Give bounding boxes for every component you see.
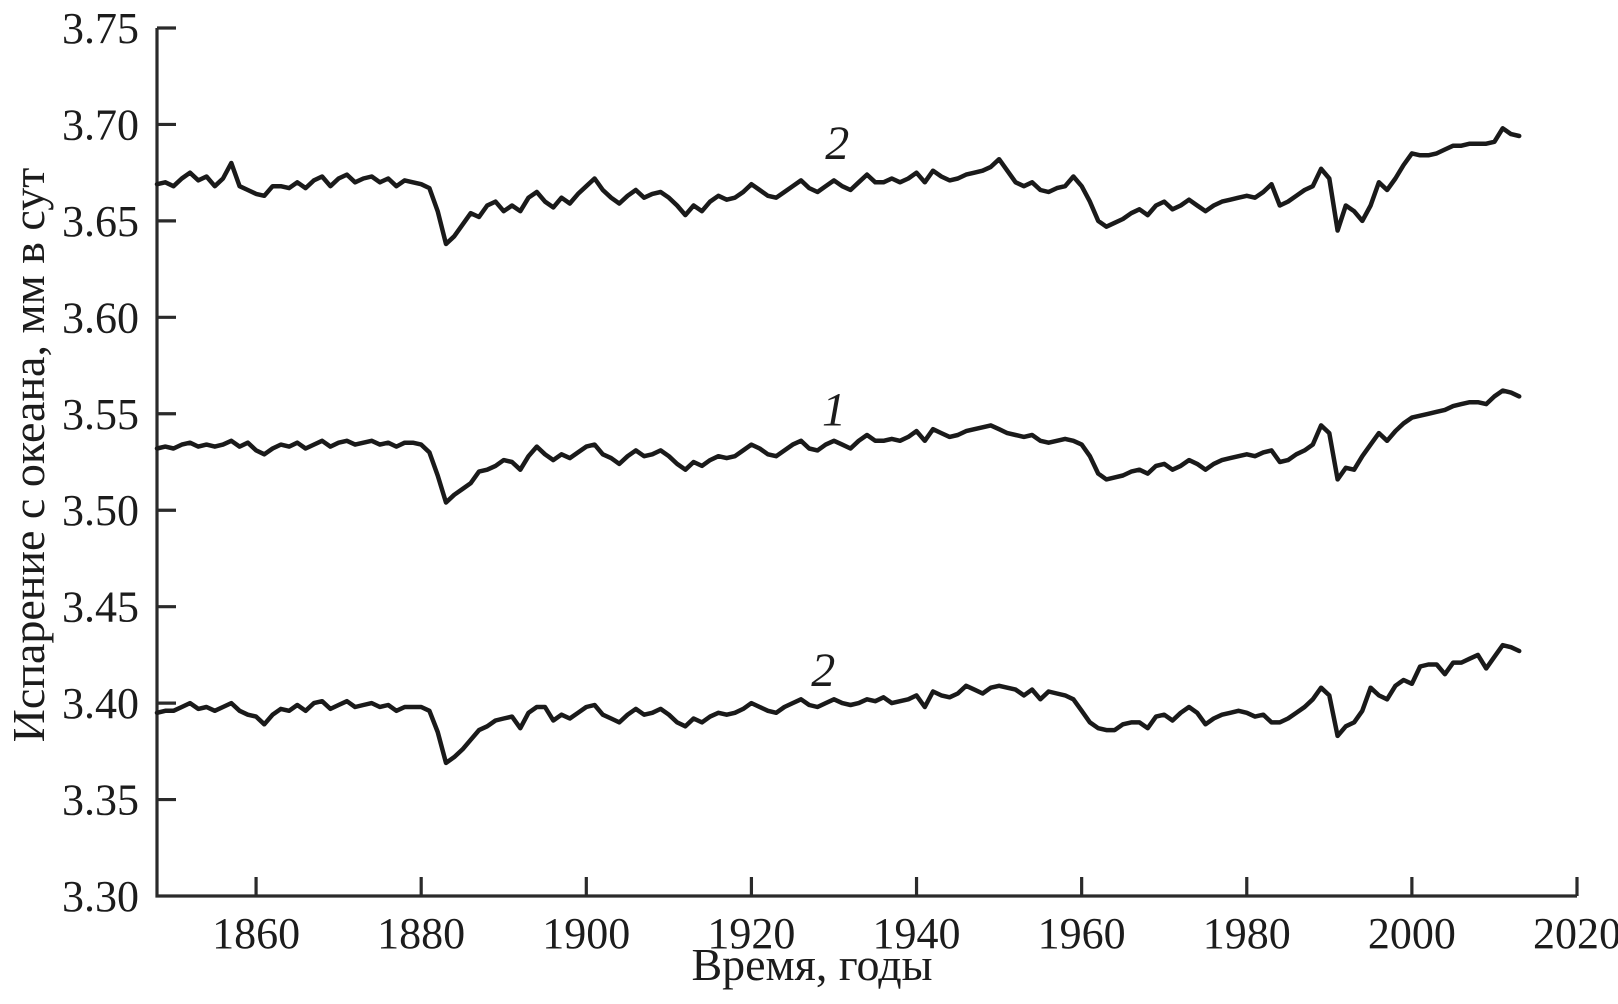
series-label: 2 xyxy=(811,644,835,697)
y-tick-label: 3.55 xyxy=(62,390,139,439)
axes-layer: 3.30 3.35 3.40 3.45 3.50 3.55 3.60 3.65 3.70 3.75… xyxy=(62,4,1618,958)
x-tick-label: 1860 xyxy=(212,909,300,958)
series-line-curve-2-lower xyxy=(154,642,1522,766)
x-tick-label: 1900 xyxy=(542,909,630,958)
series-layer xyxy=(154,126,1522,766)
x-tick-label: 1940 xyxy=(873,909,961,958)
x-tick-label: 1880 xyxy=(377,909,465,958)
y-axis-title: Испарение с океана, мм в сут xyxy=(3,168,54,743)
series-line-curve-2-upper xyxy=(154,126,1522,247)
y-tick-label: 3.40 xyxy=(62,679,139,728)
x-tick-label: 2020 xyxy=(1533,909,1618,958)
axis-spine xyxy=(155,28,1577,898)
x-axis-title: Время, годы xyxy=(691,939,932,990)
y-tick-label: 3.50 xyxy=(62,486,139,535)
y-tick-label: 3.75 xyxy=(62,4,139,53)
y-tick-label: 3.30 xyxy=(62,872,139,921)
x-tick-label: 1960 xyxy=(1038,909,1126,958)
y-tick-label: 3.70 xyxy=(62,100,139,149)
x-tick-label: 1980 xyxy=(1203,909,1291,958)
y-tick-label: 3.65 xyxy=(62,197,139,246)
series-line-curve-1-middle xyxy=(154,388,1522,505)
x-tick-label: 1920 xyxy=(707,909,795,958)
y-tick-label: 3.35 xyxy=(62,776,139,825)
labels-layer: 2 1 2 xyxy=(811,117,849,697)
series-label: 2 xyxy=(825,117,849,170)
y-tick-label: 3.60 xyxy=(62,293,139,342)
x-tick-label: 2000 xyxy=(1368,909,1456,958)
y-tick-label: 3.45 xyxy=(62,583,139,632)
series-label: 1 xyxy=(822,383,846,436)
